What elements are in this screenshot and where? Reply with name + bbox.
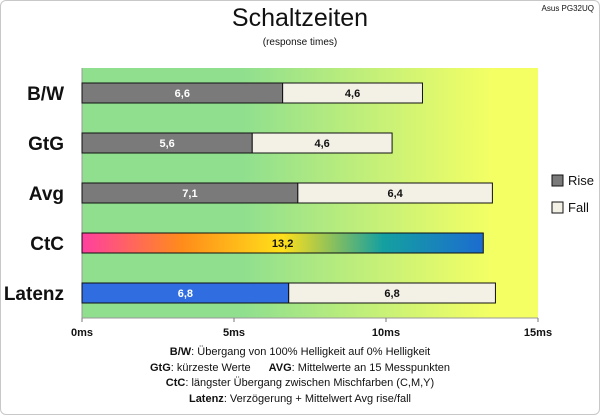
- rise-value-label: 7,1: [182, 188, 197, 200]
- category-label: B/W: [27, 84, 64, 105]
- x-tick-label: 5ms: [223, 327, 245, 339]
- category-label: CtC: [30, 234, 64, 255]
- rise-value-label: 5,6: [159, 138, 174, 150]
- x-tick-label: 10ms: [372, 327, 400, 339]
- category-label: Avg: [29, 184, 64, 205]
- fall-value-label: 4,6: [345, 88, 360, 100]
- rise-bar: [81, 232, 484, 254]
- bar-chart: 0ms 5ms 10ms 15ms B/W 6,6 4,6 GtG 5,6 4,6 Avg 7,1 6,…: [4, 68, 594, 339]
- legend-label: Fall: [568, 200, 589, 215]
- chart-title: Schaltzeiten: [231, 4, 369, 32]
- fall-bar: [297, 182, 493, 204]
- fall-value-label: 6,8: [384, 288, 399, 300]
- fall-value-label: 6,4: [387, 188, 403, 200]
- fall-bar: [282, 82, 423, 104]
- note-line: B/W: Übergang von 100% Helligkeit auf 0%…: [0, 345, 600, 361]
- legend-swatch: [551, 174, 564, 187]
- fall-bar: [251, 132, 393, 154]
- note-description: : Verzögerung + Mittelwert Avg rise/fall: [223, 392, 412, 405]
- fall-value-label: 4,6: [315, 138, 330, 150]
- chart-notes: B/W: Übergang von 100% Helligkeit auf 0%…: [0, 345, 600, 407]
- note-description: : längster Übergang zwischen Mischfarben…: [185, 377, 435, 389]
- fall-bar: [288, 282, 496, 304]
- rise-value-label: 6,8: [178, 288, 193, 300]
- note-description: : Mittelwerte an 15 Messpunkten: [291, 361, 451, 374]
- note-term: GtG: [149, 361, 171, 374]
- category-label: GtG: [28, 134, 64, 155]
- note-term: CtC: [165, 377, 186, 389]
- note-term: B/W: [169, 346, 192, 358]
- note-line: Latenz: Verzögerung + Mittelwert Avg ris…: [0, 392, 600, 408]
- rise-value-label: 6,6: [175, 88, 190, 100]
- x-tick-label: 15ms: [524, 327, 552, 339]
- note-line: GtG: kürzeste Werte AVG: Mittelwerte an 1…: [0, 361, 600, 377]
- rise-value-label: 13,2: [272, 238, 293, 250]
- note-description: : kürzeste Werte: [170, 361, 251, 374]
- note-term: AVG: [268, 361, 292, 374]
- legend-label: Rise: [568, 173, 594, 188]
- monitor-model-label: Asus PG32UQ: [541, 4, 594, 13]
- chart-subtitle: (response times): [262, 37, 338, 48]
- category-label: Latenz: [4, 284, 64, 305]
- legend-swatch: [551, 201, 564, 214]
- x-tick-label: 0ms: [71, 327, 93, 339]
- note-description: : Übergang von 100% Helligkeit auf 0% He…: [191, 346, 431, 358]
- note-line: CtC: längster Übergang zwischen Mischfar…: [0, 376, 600, 392]
- note-term: Latenz: [188, 392, 224, 405]
